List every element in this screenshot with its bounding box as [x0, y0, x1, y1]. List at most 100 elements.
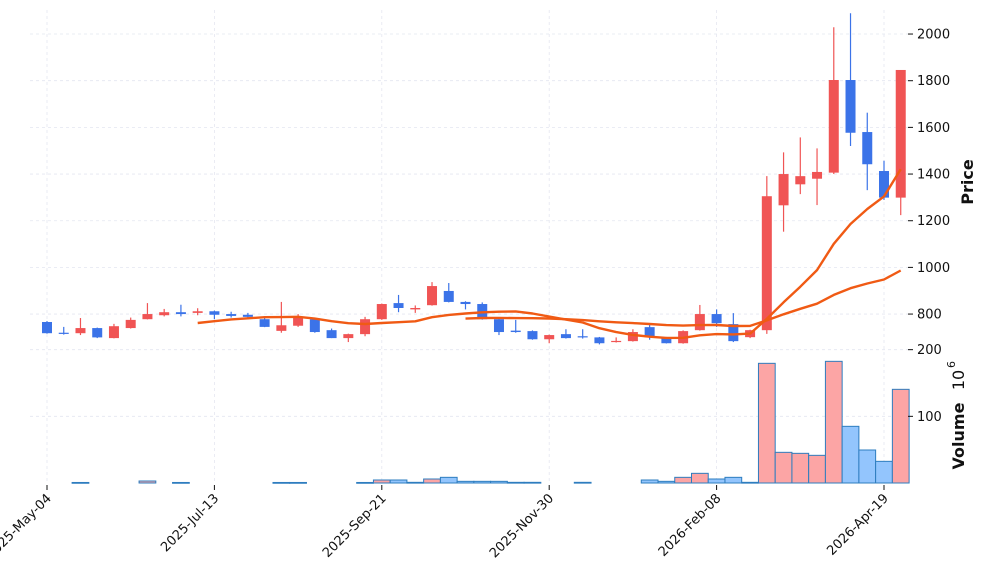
volume-bar	[439, 476, 458, 484]
volume-exponent-base: 10	[949, 370, 968, 390]
price-axis-label: Price	[958, 159, 977, 205]
candle-body	[159, 312, 170, 316]
candle-body	[410, 307, 421, 310]
candles	[42, 13, 906, 345]
volume-bar	[791, 452, 810, 484]
candle-body	[661, 337, 672, 344]
candle-body	[493, 319, 504, 333]
volume-bar	[724, 476, 743, 484]
candle-body	[309, 319, 320, 333]
volume-tick-label: 200	[917, 343, 942, 358]
x-tick-label: 2026-Apr-19	[824, 491, 891, 558]
candle-body	[108, 326, 119, 339]
volume-bar	[172, 481, 190, 484]
volume-bar	[356, 481, 374, 484]
candle-body	[761, 196, 772, 331]
y-axis: 800 1000 1200 1400 1600 1800 2000 100 200	[908, 28, 950, 425]
candle-body	[427, 286, 438, 306]
volume-bar	[573, 481, 592, 484]
price-tick-label: 1200	[917, 214, 950, 229]
volume-bar	[875, 460, 893, 484]
candle-body	[92, 328, 103, 338]
volume-bars	[71, 360, 910, 484]
price-tick-label: 1600	[917, 121, 950, 136]
volume-bar	[389, 479, 408, 484]
candle-body	[711, 314, 722, 324]
volume-bar	[707, 478, 726, 484]
candle-body	[510, 330, 521, 333]
candle-body	[627, 332, 638, 342]
candle-body	[611, 340, 622, 343]
candle-body	[343, 334, 354, 339]
moving-average-10-line	[197, 168, 902, 340]
volume-exponent-power: 6	[945, 361, 958, 368]
candle-body	[58, 332, 69, 334]
x-tick-label: 2025-Jul-13	[158, 491, 222, 555]
x-tick-label: 2025-Nov-30	[487, 491, 557, 561]
volume-bar	[674, 476, 692, 484]
candle-body	[527, 331, 538, 340]
volume-bar	[372, 479, 391, 484]
candle-body	[895, 69, 906, 198]
price-tick-label: 1800	[917, 74, 950, 89]
price-tick-label: 800	[917, 308, 942, 323]
candle-body	[326, 330, 337, 339]
grid	[30, 10, 910, 484]
candle-body	[293, 317, 304, 326]
volume-bar	[841, 425, 860, 484]
volume-bar	[640, 479, 659, 484]
price-tick-label: 1400	[917, 168, 950, 183]
volume-bar	[473, 480, 492, 484]
x-axis: 2025-May-04 2025-Jul-13 2025-Sep-21 2025-No…	[0, 485, 892, 562]
volume-bar	[289, 481, 307, 484]
volume-bar	[657, 480, 676, 484]
candle-body	[594, 337, 605, 344]
volume-bar	[71, 481, 90, 484]
candle-body	[376, 304, 387, 320]
candle-body	[443, 290, 454, 302]
candle-body	[125, 319, 136, 329]
candle-body	[879, 171, 889, 198]
volume-bar	[523, 481, 542, 484]
volume-bar	[690, 472, 709, 484]
price-tick-label: 2000	[917, 28, 950, 43]
candle-body	[209, 311, 220, 315]
candle-body	[393, 303, 404, 308]
candle-body	[577, 336, 588, 338]
candle-body	[360, 319, 371, 335]
candle-body	[42, 321, 52, 334]
volume-bar	[456, 480, 475, 484]
volume-bar	[490, 480, 508, 484]
volume-bar	[824, 360, 843, 484]
candle-body	[778, 174, 789, 206]
volume-bar	[808, 454, 826, 484]
candle-body	[460, 301, 471, 305]
candle-body	[142, 314, 153, 320]
volume-bar	[272, 481, 291, 484]
moving-average-26-line	[465, 269, 902, 328]
candle-body	[728, 324, 739, 342]
price-tick-label: 1000	[917, 261, 950, 276]
x-tick-label: 2025-Sep-21	[320, 491, 390, 561]
volume-bar	[406, 481, 425, 484]
x-tick-label: 2026-Feb-08	[656, 491, 725, 560]
volume-bar	[506, 481, 525, 484]
volume-bar	[858, 449, 877, 484]
moving-averages	[197, 168, 902, 340]
volume-bar	[757, 362, 776, 484]
volume-bar	[138, 480, 157, 484]
candle-body	[226, 314, 237, 316]
candle-body	[795, 176, 806, 185]
candle-body	[845, 80, 856, 133]
x-tick-label: 2025-May-04	[0, 491, 55, 562]
candle-body	[862, 132, 873, 165]
candle-body	[544, 335, 555, 340]
candle-body	[259, 319, 270, 327]
candle-body	[644, 327, 655, 338]
candle-body	[175, 312, 186, 315]
volume-bar	[741, 481, 759, 484]
candle-body	[242, 314, 253, 317]
candle-body	[812, 171, 823, 179]
volume-bar	[774, 451, 793, 484]
